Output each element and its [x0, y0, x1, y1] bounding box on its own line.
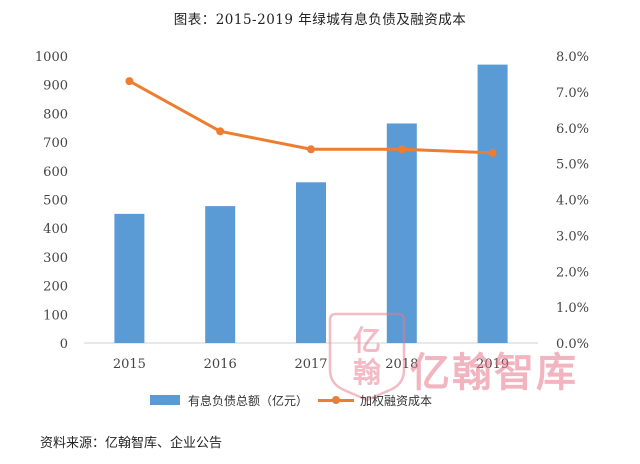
y-right-tick-label: 7.0%: [556, 86, 589, 101]
y-right-tick-label: 2.0%: [556, 265, 589, 280]
legend-label-cost: 加权融资成本: [360, 393, 433, 408]
x-tick-label: 2015: [113, 357, 146, 372]
legend-item-cost: 加权融资成本: [318, 390, 432, 410]
y-right-tick-label: 5.0%: [556, 158, 589, 173]
x-tick-label: 2016: [204, 357, 237, 372]
y-left-tick-label: 200: [43, 280, 68, 295]
x-axis: 2015 2016 2017 2018 2019: [84, 342, 538, 372]
y-left-tick-label: 1000: [35, 50, 68, 65]
source-note: 资料来源：亿翰智库、企业公告: [40, 436, 223, 451]
y-left-axis: 0 100 200 300 400 500 600 700 800 900 1000: [35, 50, 68, 352]
y-right-tick-label: 4.0%: [556, 194, 589, 209]
line-series: [125, 77, 497, 157]
y-right-tick-label: 8.0%: [556, 50, 589, 65]
legend-line-swatch: [318, 395, 354, 405]
y-left-tick-label: 300: [43, 251, 68, 266]
y-left-tick-label: 100: [43, 308, 68, 323]
cost-point-2017: [307, 145, 315, 154]
x-tick-label: 2017: [294, 357, 327, 372]
bar-2017: [296, 182, 326, 343]
bar-2018: [386, 123, 417, 343]
bar-2016: [205, 206, 236, 343]
y-left-tick-label: 900: [43, 79, 68, 94]
y-left-tick-label: 600: [43, 165, 68, 180]
y-right-tick-label: 3.0%: [556, 229, 589, 244]
x-tick-label: 2018: [385, 357, 418, 372]
x-tick-label: 2019: [476, 357, 509, 372]
cost-point-2015: [125, 77, 134, 86]
bar-2015: [114, 213, 145, 343]
y-left-tick-label: 700: [43, 136, 68, 151]
y-right-tick-label: 0.0%: [556, 337, 589, 352]
y-right-tick-label: 1.0%: [556, 301, 589, 316]
y-right-axis: 0.0% 1.0% 2.0% 3.0% 4.0% 5.0% 6.0% 7.0% 8.0%: [556, 50, 589, 352]
legend-label-debt: 有息负债总额（亿元）: [188, 393, 309, 408]
legend: 有息负债总额（亿元） 加权融资成本: [0, 390, 640, 410]
y-right-tick-label: 6.0%: [556, 122, 589, 137]
cost-line: [128, 79, 493, 155]
y-left-tick-label: 800: [43, 107, 68, 122]
chart-title: 图表：2015-2019 年绿城有息负债及融资成本: [173, 12, 467, 28]
y-left-tick-label: 500: [43, 194, 68, 209]
cost-point-2019: [488, 148, 497, 157]
cost-point-2018: [397, 145, 406, 154]
legend-item-debt: 有息负债总额（亿元）: [150, 390, 308, 410]
y-left-tick-label: 400: [43, 222, 68, 237]
bar-series: [114, 64, 508, 344]
cost-point-2016: [216, 127, 225, 136]
legend-bar-swatch: [150, 395, 180, 405]
y-left-tick-label: 0: [60, 337, 68, 352]
bar-2019: [477, 64, 508, 344]
